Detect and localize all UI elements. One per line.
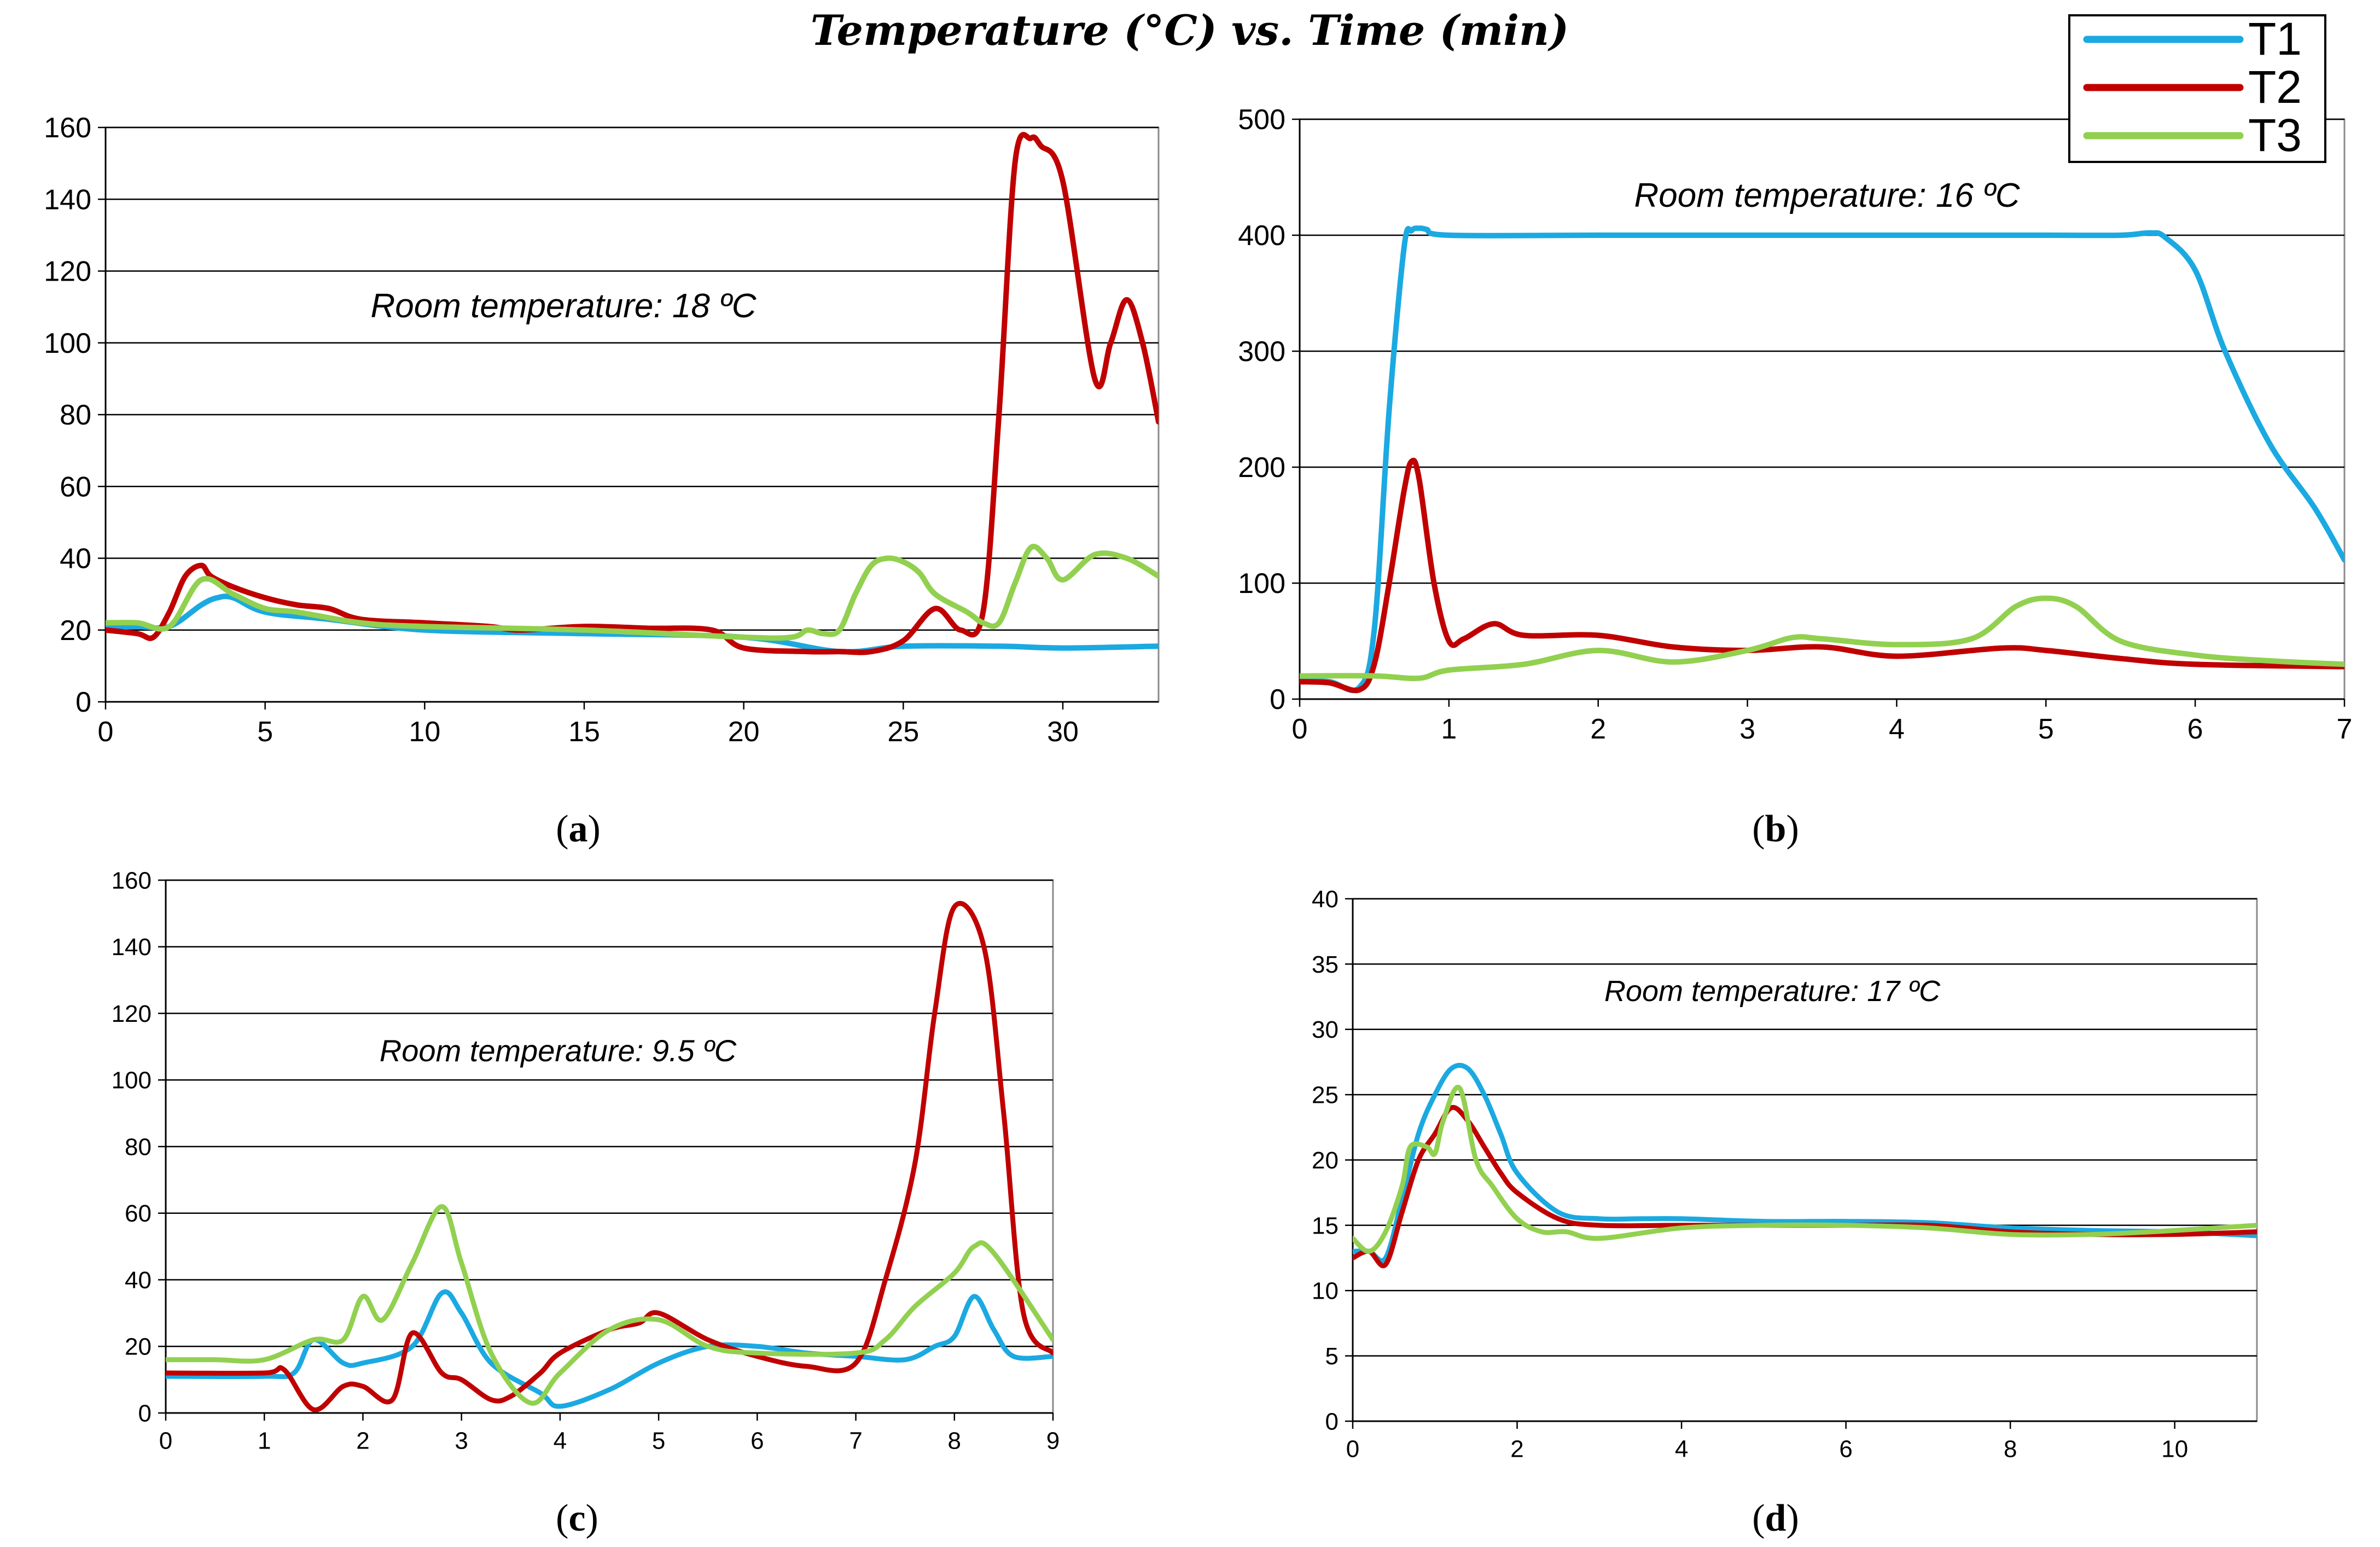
legend-label-t2: T2 (2248, 61, 2302, 113)
x-tick-label-b-5: 5 (2038, 713, 2054, 745)
y-tick-label-a-8: 160 (44, 112, 91, 144)
x-tick-label-c-4: 4 (554, 1427, 567, 1454)
x-tick-label-d-4: 8 (2004, 1435, 2017, 1462)
y-tick-label-a-6: 120 (44, 256, 91, 288)
y-tick-label-b-5: 500 (1238, 104, 1285, 136)
y-tick-label-b-4: 400 (1238, 220, 1285, 252)
series-group-c (166, 901, 1053, 1412)
x-tick-label-d-0: 0 (1346, 1435, 1359, 1462)
y-tick-label-d-8: 40 (1312, 886, 1339, 912)
x-tick-label-c-6: 6 (750, 1427, 764, 1454)
series-group-b (1300, 225, 2344, 694)
y-tick-label-c-8: 160 (112, 867, 152, 894)
x-tick-label-b-6: 6 (2187, 713, 2203, 745)
room-temperature-annotation-c: Room temperature: 9.5 ºC (380, 1033, 737, 1068)
x-tick-label-c-5: 5 (652, 1427, 665, 1454)
y-tick-label-c-2: 40 (125, 1267, 152, 1294)
y-tick-label-c-0: 0 (138, 1400, 152, 1427)
x-tick-label-a-1: 5 (257, 716, 273, 748)
y-tick-label-c-5: 100 (112, 1067, 152, 1094)
series-line-c-t3 (166, 1204, 1053, 1406)
y-tick-label-a-7: 140 (44, 184, 91, 216)
series-line-c-t2 (166, 901, 1053, 1412)
y-tick-label-c-7: 140 (112, 934, 152, 961)
x-tick-label-a-6: 30 (1047, 716, 1079, 748)
y-tick-label-b-1: 100 (1238, 568, 1285, 600)
y-tick-label-d-0: 0 (1325, 1408, 1339, 1435)
x-tick-label-a-3: 15 (568, 716, 600, 748)
x-tick-label-a-5: 25 (887, 716, 919, 748)
x-tick-label-c-7: 7 (849, 1427, 862, 1454)
x-tick-label-d-3: 6 (1839, 1435, 1852, 1462)
x-tick-label-b-2: 2 (1590, 713, 1606, 745)
series-line-b-t2 (1300, 457, 2344, 694)
y-tick-label-c-3: 60 (125, 1200, 152, 1227)
panel-caption-c: (c) (556, 1497, 598, 1539)
y-tick-label-d-5: 25 (1312, 1082, 1339, 1109)
panel-caption-d: (d) (1752, 1497, 1799, 1539)
y-tick-label-d-2: 10 (1312, 1278, 1339, 1305)
x-tick-label-d-5: 10 (2161, 1435, 2188, 1462)
x-tick-label-b-3: 3 (1739, 713, 1755, 745)
legend: T1 T2 T3 (2068, 13, 2326, 163)
x-tick-label-c-8: 8 (948, 1427, 961, 1454)
series-line-c-t1 (166, 1289, 1053, 1409)
x-tick-label-b-4: 4 (1889, 713, 1905, 745)
series-line-d-t2 (1353, 1104, 2257, 1269)
x-tick-label-b-1: 1 (1441, 713, 1457, 745)
series-group-d (1353, 1062, 2257, 1269)
x-tick-label-a-2: 10 (409, 716, 440, 748)
figure-title: Temperature (°C) vs. Time (min) (811, 6, 1569, 55)
x-tick-label-c-3: 3 (455, 1427, 468, 1454)
chart-panel-b: 0 100 200 300 400 500 0 1 2 3 4 5 6 7 Room temperature… (1238, 104, 2352, 850)
y-tick-label-d-3: 15 (1312, 1212, 1339, 1239)
y-tick-label-d-7: 35 (1312, 951, 1339, 978)
y-tick-label-a-4: 80 (60, 399, 91, 431)
x-tick-label-b-0: 0 (1292, 713, 1308, 745)
x-tick-label-c-9: 9 (1046, 1427, 1060, 1454)
chart-panel-a: 0 20 40 60 80 100 120 140 160 0 5 10 15 20 25 30 Room te… (44, 112, 1160, 850)
room-temperature-annotation-b: Room temperature: 16 ºC (1634, 177, 2021, 214)
series-line-b-t1 (1300, 225, 2344, 694)
y-tick-label-d-4: 20 (1312, 1147, 1339, 1174)
x-tick-label-c-1: 1 (258, 1427, 271, 1454)
legend-label-t1: T1 (2248, 13, 2302, 65)
y-tick-label-d-1: 5 (1325, 1343, 1339, 1370)
x-tick-label-d-1: 2 (1510, 1435, 1523, 1462)
chart-panel-d: 0 5 10 15 20 25 30 35 40 0 2 4 6 8 10 Room temperature:… (1312, 886, 2258, 1539)
room-temperature-annotation-a: Room temperature: 18 ºC (371, 287, 757, 325)
legend-label-t3: T3 (2248, 109, 2302, 161)
y-tick-label-c-1: 20 (125, 1334, 152, 1360)
chart-panel-c: 0 20 40 60 80 100 120 140 160 0 1 2 3 4 5 6 7 8 9 Room temp… (112, 867, 1060, 1539)
y-tick-label-a-2: 40 (60, 543, 91, 575)
y-tick-label-c-6: 120 (112, 1001, 152, 1027)
y-tick-label-a-3: 60 (60, 471, 91, 503)
y-tick-label-b-2: 200 (1238, 452, 1285, 484)
x-tick-label-c-0: 0 (159, 1427, 172, 1454)
y-tick-label-a-1: 20 (60, 615, 91, 647)
x-tick-label-a-0: 0 (98, 716, 114, 748)
y-tick-label-a-0: 0 (75, 687, 91, 718)
room-temperature-annotation-d: Room temperature: 17 ºC (1604, 975, 1941, 1008)
y-tick-label-b-0: 0 (1270, 684, 1285, 716)
panel-caption-a: (a) (556, 808, 601, 850)
panel-caption-b: (b) (1752, 808, 1799, 850)
y-tick-label-d-6: 30 (1312, 1016, 1339, 1043)
x-tick-label-d-2: 4 (1675, 1435, 1688, 1462)
y-tick-label-b-3: 300 (1238, 336, 1285, 368)
series-line-d-t3 (1353, 1084, 2257, 1254)
series-line-a-t3 (106, 544, 1159, 641)
series-line-b-t3 (1300, 595, 2344, 682)
x-tick-label-a-4: 20 (728, 716, 760, 748)
series-group-a (106, 132, 1159, 655)
y-tick-label-a-5: 100 (44, 328, 91, 359)
series-line-a-t2 (106, 132, 1159, 655)
x-tick-label-b-7: 7 (2337, 713, 2353, 745)
y-tick-label-c-4: 80 (125, 1133, 152, 1160)
x-tick-label-c-2: 2 (356, 1427, 369, 1454)
